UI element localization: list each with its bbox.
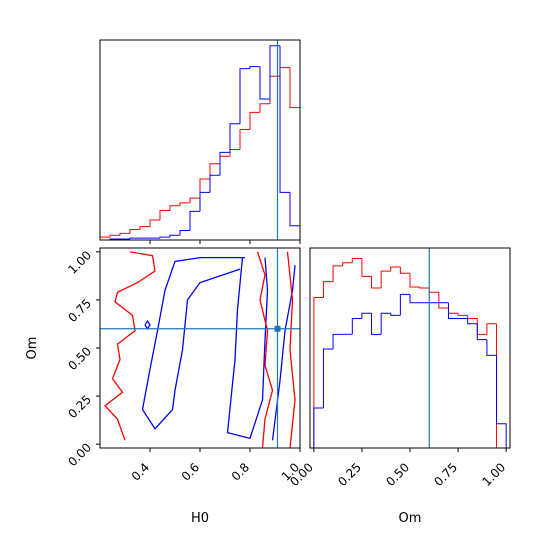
histogram-step (447, 302, 459, 320)
y-tick-label: 1.00 (65, 248, 94, 277)
histogram-step (199, 178, 210, 199)
histogram-step (380, 270, 391, 288)
histogram-step (486, 323, 497, 335)
histogram-step (496, 323, 507, 449)
histogram-step (259, 66, 270, 100)
histogram-step (139, 226, 150, 230)
x-axis-label: Om (399, 511, 422, 526)
histogram-step (229, 149, 240, 157)
histogram-step (159, 209, 170, 220)
x-tick-label: 0.6 (179, 460, 202, 483)
histogram-step (476, 323, 487, 341)
x-tick-label: 0.25 (335, 460, 364, 489)
histogram-step (342, 262, 353, 266)
x-tick-label: 0.75 (431, 460, 460, 489)
axes-frame (99, 39, 301, 241)
histogram-step (189, 210, 200, 231)
histogram-step (239, 68, 250, 124)
histogram-step (351, 318, 362, 335)
histogram-step (229, 123, 240, 153)
histogram-step (289, 192, 301, 240)
histogram-step (467, 318, 478, 325)
histogram-step (371, 276, 382, 289)
histogram-step (119, 232, 130, 236)
histogram-step (199, 191, 210, 212)
histogram-step (129, 237, 140, 240)
contour-line (256, 251, 274, 449)
histogram-step (169, 234, 180, 238)
histogram-step (332, 333, 343, 350)
histogram-step (457, 313, 468, 316)
histogram-step (409, 294, 420, 304)
histogram-step (279, 67, 290, 77)
histogram-step (313, 296, 324, 448)
histogram-step (361, 312, 372, 319)
histogram-step (249, 111, 260, 130)
histogram-step (109, 234, 120, 238)
histogram-step (179, 229, 190, 236)
histogram-step (409, 273, 420, 288)
histogram-step (269, 75, 280, 104)
contour-line (104, 251, 156, 441)
histogram-step (313, 407, 324, 448)
histogram-step (249, 66, 260, 69)
histogram-step (486, 339, 497, 356)
x-tick-label: 0.50 (383, 460, 412, 489)
histogram-step (279, 45, 290, 193)
axes-frame (309, 247, 511, 449)
histogram-step (259, 103, 270, 113)
y-tick-label: 0.25 (65, 392, 94, 421)
histogram-step (390, 266, 401, 272)
axes-frame (99, 247, 301, 449)
contour-line (226, 257, 269, 440)
histogram-step (390, 313, 401, 316)
histogram-step (149, 219, 160, 227)
histogram-step (219, 155, 230, 164)
histogram-step (399, 266, 410, 274)
histogram-step (179, 202, 190, 206)
histogram-step (209, 163, 220, 180)
histogram-step (467, 315, 478, 320)
histogram-step (269, 45, 280, 100)
histogram-step (332, 265, 343, 282)
histogram-step (380, 312, 391, 335)
x-tick-label: 0.4 (129, 460, 152, 483)
histogram-step (351, 258, 362, 263)
histogram-step (371, 313, 382, 335)
histogram-step (322, 281, 334, 298)
histogram-step (189, 197, 200, 203)
truth-marker (274, 325, 281, 332)
histogram-step (419, 286, 430, 289)
contour-line (141, 256, 245, 430)
histogram-step (239, 129, 250, 150)
histogram-step (159, 236, 170, 239)
histogram-step (496, 355, 507, 448)
y-tick-label: 0.00 (65, 440, 94, 469)
contour-line (286, 251, 296, 449)
histogram-step (438, 292, 449, 309)
x-tick-label: 0.8 (229, 460, 252, 483)
x-axis-label: H0 (191, 511, 209, 526)
histogram-step (447, 308, 459, 314)
histogram-step (361, 258, 372, 277)
histogram-step (289, 67, 301, 240)
histogram-step (322, 348, 334, 408)
histogram-step (428, 288, 439, 293)
histogram-step (219, 151, 230, 176)
y-tick-label: 0.50 (65, 344, 94, 373)
y-tick-label: 0.75 (65, 296, 94, 325)
histogram-step (129, 229, 140, 234)
histogram-step (169, 205, 180, 211)
histogram-step (476, 318, 487, 335)
x-tick-label: 1.00 (479, 460, 508, 489)
histogram-step (209, 174, 220, 193)
y-axis-label: Om (25, 337, 40, 360)
contour-line (144, 319, 151, 330)
histogram-step (399, 293, 410, 316)
